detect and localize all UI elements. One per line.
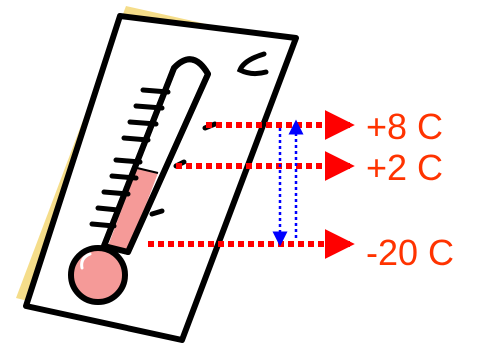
range-arrows — [272, 119, 304, 247]
corner-mark — [236, 51, 269, 77]
thermometer-bulb — [68, 245, 128, 305]
bulb-highlight — [80, 252, 92, 270]
label-minus-20: -20 C — [366, 232, 454, 273]
level-arrows — [148, 110, 355, 259]
label-plus-2: +2 C — [366, 147, 443, 188]
thermometer-icon — [16, 6, 299, 343]
mercury-top-edge — [136, 167, 159, 174]
label-plus-8: +8 C — [366, 106, 443, 147]
mercury-column — [108, 168, 158, 252]
